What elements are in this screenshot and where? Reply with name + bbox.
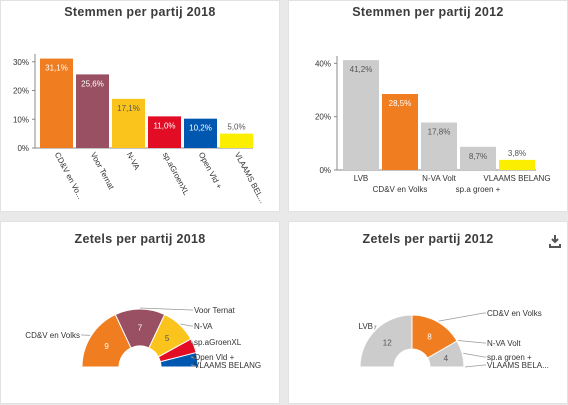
seat-count: 4 bbox=[444, 354, 449, 363]
data-label: 31,1% bbox=[45, 64, 68, 73]
y-tick-label: 40% bbox=[315, 59, 331, 68]
y-tick-label: 0% bbox=[17, 144, 29, 153]
seat-count: 7 bbox=[138, 324, 143, 333]
data-label: 11,0% bbox=[153, 121, 175, 130]
legend-label: LVB bbox=[358, 322, 373, 331]
x-tick-label: CD&V en Vo... bbox=[53, 151, 85, 201]
x-tick-label: CD&V en Volks bbox=[373, 185, 428, 194]
legend-label: Voor Ternat bbox=[194, 306, 236, 315]
data-label: 28,5% bbox=[389, 99, 412, 108]
y-tick-label: 10% bbox=[13, 115, 29, 124]
legend-label: CD&V en Volks bbox=[25, 331, 80, 340]
x-tick-label: LVB bbox=[354, 174, 369, 183]
seat-count: 12 bbox=[383, 338, 392, 347]
leader-line bbox=[180, 324, 193, 326]
bar bbox=[343, 60, 379, 170]
legend-label: CD&V en Volks bbox=[487, 309, 542, 318]
data-label: 25,6% bbox=[81, 79, 104, 88]
seat-count: 5 bbox=[165, 334, 170, 343]
seat-count: 8 bbox=[427, 333, 432, 342]
y-tick-label: 20% bbox=[13, 87, 29, 96]
seat-count: 9 bbox=[104, 342, 109, 351]
x-tick-label: VLAAMS BELANG bbox=[483, 174, 550, 183]
legend-label: N-VA Volt bbox=[487, 339, 521, 348]
x-tick-label: N-VA Volt bbox=[422, 174, 456, 183]
leader-line bbox=[439, 313, 487, 321]
x-tick-label: VLAAMS BEL... bbox=[233, 151, 267, 205]
y-tick-label: 20% bbox=[315, 113, 331, 122]
x-tick-label: sp.aGroenXL bbox=[161, 151, 191, 197]
x-tick-label: sp.a groen + bbox=[456, 185, 501, 194]
panel-stemmen-2012: Stemmen per partij 2012 0%20%40%41,2%LVB… bbox=[288, 0, 568, 212]
leader-line bbox=[463, 353, 486, 357]
data-label: 5,0% bbox=[227, 123, 245, 132]
data-label: 17,8% bbox=[428, 128, 451, 137]
data-label: 3,8% bbox=[508, 149, 526, 158]
x-tick-label: Voor Ternat bbox=[89, 151, 116, 192]
bar-chart-2018: 0% 10% 20% 30% 31,1% CD&V en Vo... 25,6% Voor T… bbox=[1, 1, 281, 213]
x-tick-label: Open Vld + bbox=[197, 151, 224, 191]
panel-stemmen-2018: Stemmen per partij 2018 0%10%20%30%31,1%… bbox=[0, 0, 280, 212]
seat-chart-2018: 9 7 5 CD&V en Volks Voor Ternat N-VA sp.aGroen… bbox=[1, 222, 281, 405]
leader-line bbox=[458, 341, 486, 344]
bar bbox=[499, 160, 535, 170]
data-label: 17,1% bbox=[117, 104, 140, 113]
leader-line bbox=[374, 326, 376, 330]
legend-label: VLAAMS BELA... bbox=[487, 361, 549, 370]
x-tick-label: N-VA bbox=[125, 151, 142, 172]
y-tick-label: 30% bbox=[13, 58, 29, 67]
legend-label: VLAAMS BELANG bbox=[194, 361, 261, 370]
legend-label: sp.aGroenXL bbox=[194, 338, 242, 347]
bar bbox=[220, 134, 253, 148]
y-tick-label: 0% bbox=[319, 166, 331, 175]
bar-chart-2012: 0% 20% 40% 41,2% LVB 28,5% CD&V en Volks 17,8% N… bbox=[289, 1, 568, 213]
data-label: 8,7% bbox=[469, 152, 487, 161]
data-label: 41,2% bbox=[350, 65, 373, 74]
leader-line bbox=[465, 365, 486, 367]
legend-label: N-VA bbox=[194, 322, 213, 331]
data-label: 10,2% bbox=[189, 124, 212, 133]
